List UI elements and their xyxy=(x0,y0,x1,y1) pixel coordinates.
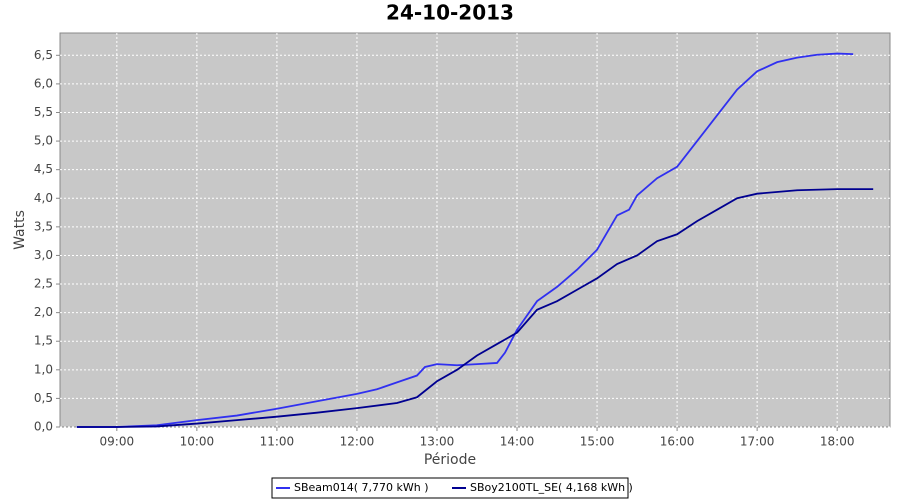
x-tick-label: 09:00 xyxy=(100,435,135,449)
x-tick-label: 14:00 xyxy=(500,435,535,449)
y-tick-label: 5,0 xyxy=(34,134,53,148)
y-tick-label: 1,5 xyxy=(34,334,53,348)
y-tick-label: 3,5 xyxy=(34,219,53,233)
data-line xyxy=(76,52,854,428)
x-axis-label: Période xyxy=(424,452,476,468)
legend xyxy=(271,477,629,499)
x-tick-label: 18:00 xyxy=(820,435,855,449)
y-tick-label: 5,5 xyxy=(34,105,53,119)
x-tick-label: 17:00 xyxy=(740,435,775,449)
y-axis-label: Watts xyxy=(12,210,28,250)
y-tick-label: 3,0 xyxy=(34,248,53,262)
x-tick-label: 12:00 xyxy=(340,435,375,449)
x-tick-label: 16:00 xyxy=(660,435,695,449)
y-tick-label: 2,5 xyxy=(34,277,53,291)
y-tick-label: 4,0 xyxy=(34,191,53,205)
chart-title: 24-10-2013 xyxy=(386,1,514,25)
y-tick-label: 0,5 xyxy=(34,391,53,405)
plot-area xyxy=(59,32,891,428)
y-tick-label: 2,0 xyxy=(34,305,53,319)
y-tick-label: 0,0 xyxy=(34,420,53,434)
y-tick-label: 6,5 xyxy=(34,48,53,62)
x-tick-label: 10:00 xyxy=(180,435,215,449)
x-tick-label: 13:00 xyxy=(420,435,455,449)
y-tick-label: 6,0 xyxy=(34,76,53,90)
legend-label: SBeam014( 7,770 kWh ) xyxy=(294,481,429,494)
y-tick-label: 1,0 xyxy=(34,362,53,376)
x-tick-label: 15:00 xyxy=(580,435,615,449)
y-tick-label: 4,5 xyxy=(34,162,53,176)
x-tick-label: 11:00 xyxy=(260,435,295,449)
legend-label: SBoy2100TL_SE( 4,168 kWh ) xyxy=(470,481,633,494)
data-line xyxy=(76,188,874,428)
